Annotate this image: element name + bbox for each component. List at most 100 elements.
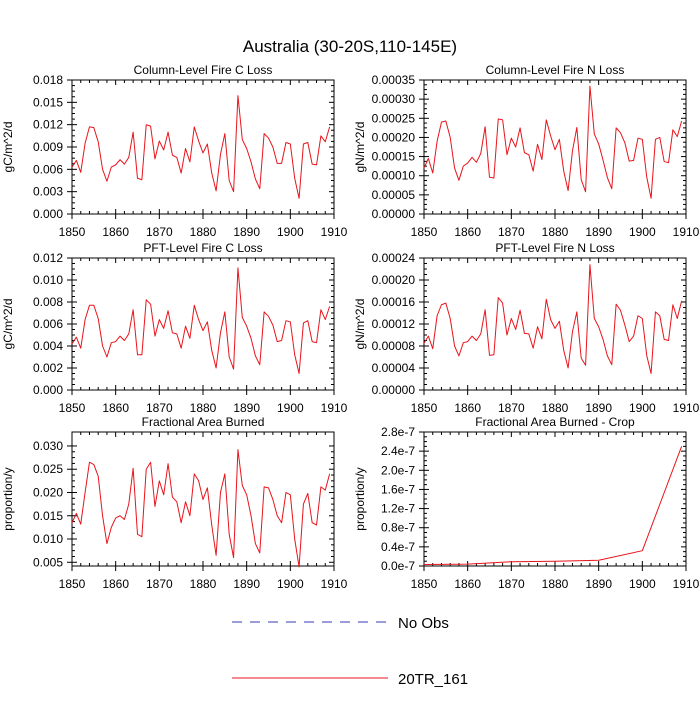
x-tick-label: 1880	[542, 401, 569, 415]
y-tick-label: 0.020	[33, 485, 63, 499]
y-tick-label: 0.0e-7	[381, 559, 415, 573]
y-tick-label: 0.4e-7	[381, 540, 415, 554]
x-tick-label: 1870	[498, 401, 525, 415]
x-tick-label: 1890	[233, 577, 260, 591]
y-tick-label: 0.00000	[372, 207, 416, 221]
x-tick-label: 1850	[411, 225, 438, 239]
y-tick-label: 0.00012	[372, 317, 416, 331]
legend-label-20tr-161: 20TR_161	[398, 671, 468, 688]
x-tick-label: 1910	[673, 401, 700, 415]
series-line-20tr-161	[423, 85, 683, 199]
y-tick-label: 0.030	[33, 439, 63, 453]
panel-title: PFT-Level Fire C Loss	[143, 241, 262, 255]
y-tick-label: 0.006	[33, 162, 63, 176]
y-tick-label: 0.00000	[372, 383, 416, 397]
x-tick-label: 1910	[673, 225, 700, 239]
x-tick-label: 1860	[454, 577, 481, 591]
series-line-20tr-161	[423, 446, 683, 566]
y-tick-label: 0.00016	[372, 295, 416, 309]
x-tick-label: 1880	[190, 401, 217, 415]
x-tick-label: 1890	[233, 225, 260, 239]
x-tick-label: 1890	[585, 577, 612, 591]
y-tick-label: 0.8e-7	[381, 521, 415, 535]
y-axis-label: gC/m^2/d	[1, 122, 15, 173]
x-tick-label: 1910	[673, 577, 700, 591]
x-tick-label: 1870	[498, 577, 525, 591]
chart-panel-1: Column-Level Fire C Loss 1850 1860 1870 1880…	[1, 63, 348, 239]
x-tick-label: 1900	[629, 401, 656, 415]
y-axis-label: proportion/y	[353, 467, 367, 530]
x-tick-label: 1860	[454, 225, 481, 239]
x-tick-label: 1900	[277, 577, 304, 591]
x-tick-label: 1900	[277, 225, 304, 239]
legend-label-no-obs: No Obs	[398, 615, 449, 632]
x-tick-label: 1850	[59, 225, 86, 239]
chart-panel-6: Fractional Area Burned - Crop 1850 1860 187…	[353, 415, 700, 591]
y-tick-label: 0.015	[33, 509, 63, 523]
y-tick-label: 0.003	[33, 185, 63, 199]
y-tick-label: 0.00010	[372, 169, 416, 183]
x-tick-label: 1900	[277, 401, 304, 415]
y-tick-label: 2.0e-7	[381, 463, 415, 477]
y-axis-label: gN/m^2/d	[353, 299, 367, 350]
plot-frame	[423, 431, 687, 567]
y-tick-label: 0.00015	[372, 150, 416, 164]
y-tick-label: 0.004	[33, 339, 63, 353]
y-tick-label: 0.00005	[372, 188, 416, 202]
x-tick-label: 1850	[59, 401, 86, 415]
x-tick-label: 1890	[585, 225, 612, 239]
panel-title: Column-Level Fire C Loss	[134, 63, 273, 77]
panel-title: Fractional Area Burned	[142, 415, 265, 429]
plot-frame	[71, 257, 335, 391]
y-tick-label: 2.4e-7	[381, 444, 415, 458]
series-line-20tr-161	[71, 95, 331, 199]
y-tick-label: 0.012	[33, 118, 63, 132]
chart-panel-2: Column-Level Fire N Loss 1850 1860 1870 1880…	[353, 63, 700, 239]
y-tick-label: 0.009	[33, 140, 63, 154]
chart-panel-4: PFT-Level Fire N Loss 1850 1860 1870 1880 189…	[353, 241, 700, 415]
x-tick-label: 1910	[321, 225, 348, 239]
y-tick-label: 1.2e-7	[381, 502, 415, 516]
y-tick-label: 0.00008	[372, 339, 416, 353]
x-tick-label: 1860	[454, 401, 481, 415]
series-line-20tr-161	[71, 449, 331, 568]
y-tick-label: 0.00025	[372, 111, 416, 125]
y-tick-label: 0.00020	[372, 273, 416, 287]
y-tick-label: 0.00030	[372, 92, 416, 106]
x-tick-label: 1900	[629, 225, 656, 239]
series-line-20tr-161	[423, 264, 683, 374]
y-tick-label: 0.00020	[372, 130, 416, 144]
x-tick-label: 1880	[190, 225, 217, 239]
x-tick-label: 1900	[629, 577, 656, 591]
y-tick-label: 0.005	[33, 555, 63, 569]
x-tick-label: 1860	[102, 401, 129, 415]
x-tick-label: 1910	[321, 401, 348, 415]
x-tick-label: 1850	[411, 401, 438, 415]
x-tick-label: 1860	[102, 577, 129, 591]
x-tick-label: 1850	[59, 577, 86, 591]
panel-title: Column-Level Fire N Loss	[486, 63, 625, 77]
chart-panel-5: Fractional Area Burned 1850 1860 1870 1880 18…	[1, 415, 348, 591]
y-tick-label: 0.025	[33, 462, 63, 476]
panel-title: Fractional Area Burned - Crop	[475, 415, 635, 429]
x-tick-label: 1850	[411, 577, 438, 591]
y-tick-label: 0.010	[33, 273, 63, 287]
y-tick-label: 1.6e-7	[381, 482, 415, 496]
x-tick-label: 1880	[190, 577, 217, 591]
panel-title: PFT-Level Fire N Loss	[495, 241, 614, 255]
y-tick-label: 0.000	[33, 207, 63, 221]
y-tick-label: 0.010	[33, 532, 63, 546]
y-tick-label: 0.006	[33, 317, 63, 331]
legend: No Obs 20TR_161	[232, 615, 468, 688]
x-tick-label: 1870	[146, 577, 173, 591]
y-tick-label: 0.018	[33, 73, 63, 87]
x-tick-label: 1870	[498, 225, 525, 239]
chart-panel-3: PFT-Level Fire C Loss 1850 1860 1870 1880 189…	[1, 241, 348, 415]
plot-frame	[71, 79, 335, 215]
y-tick-label: 0.00004	[372, 361, 416, 375]
x-tick-label: 1910	[321, 577, 348, 591]
y-tick-label: 0.015	[33, 95, 63, 109]
x-tick-label: 1880	[542, 225, 569, 239]
